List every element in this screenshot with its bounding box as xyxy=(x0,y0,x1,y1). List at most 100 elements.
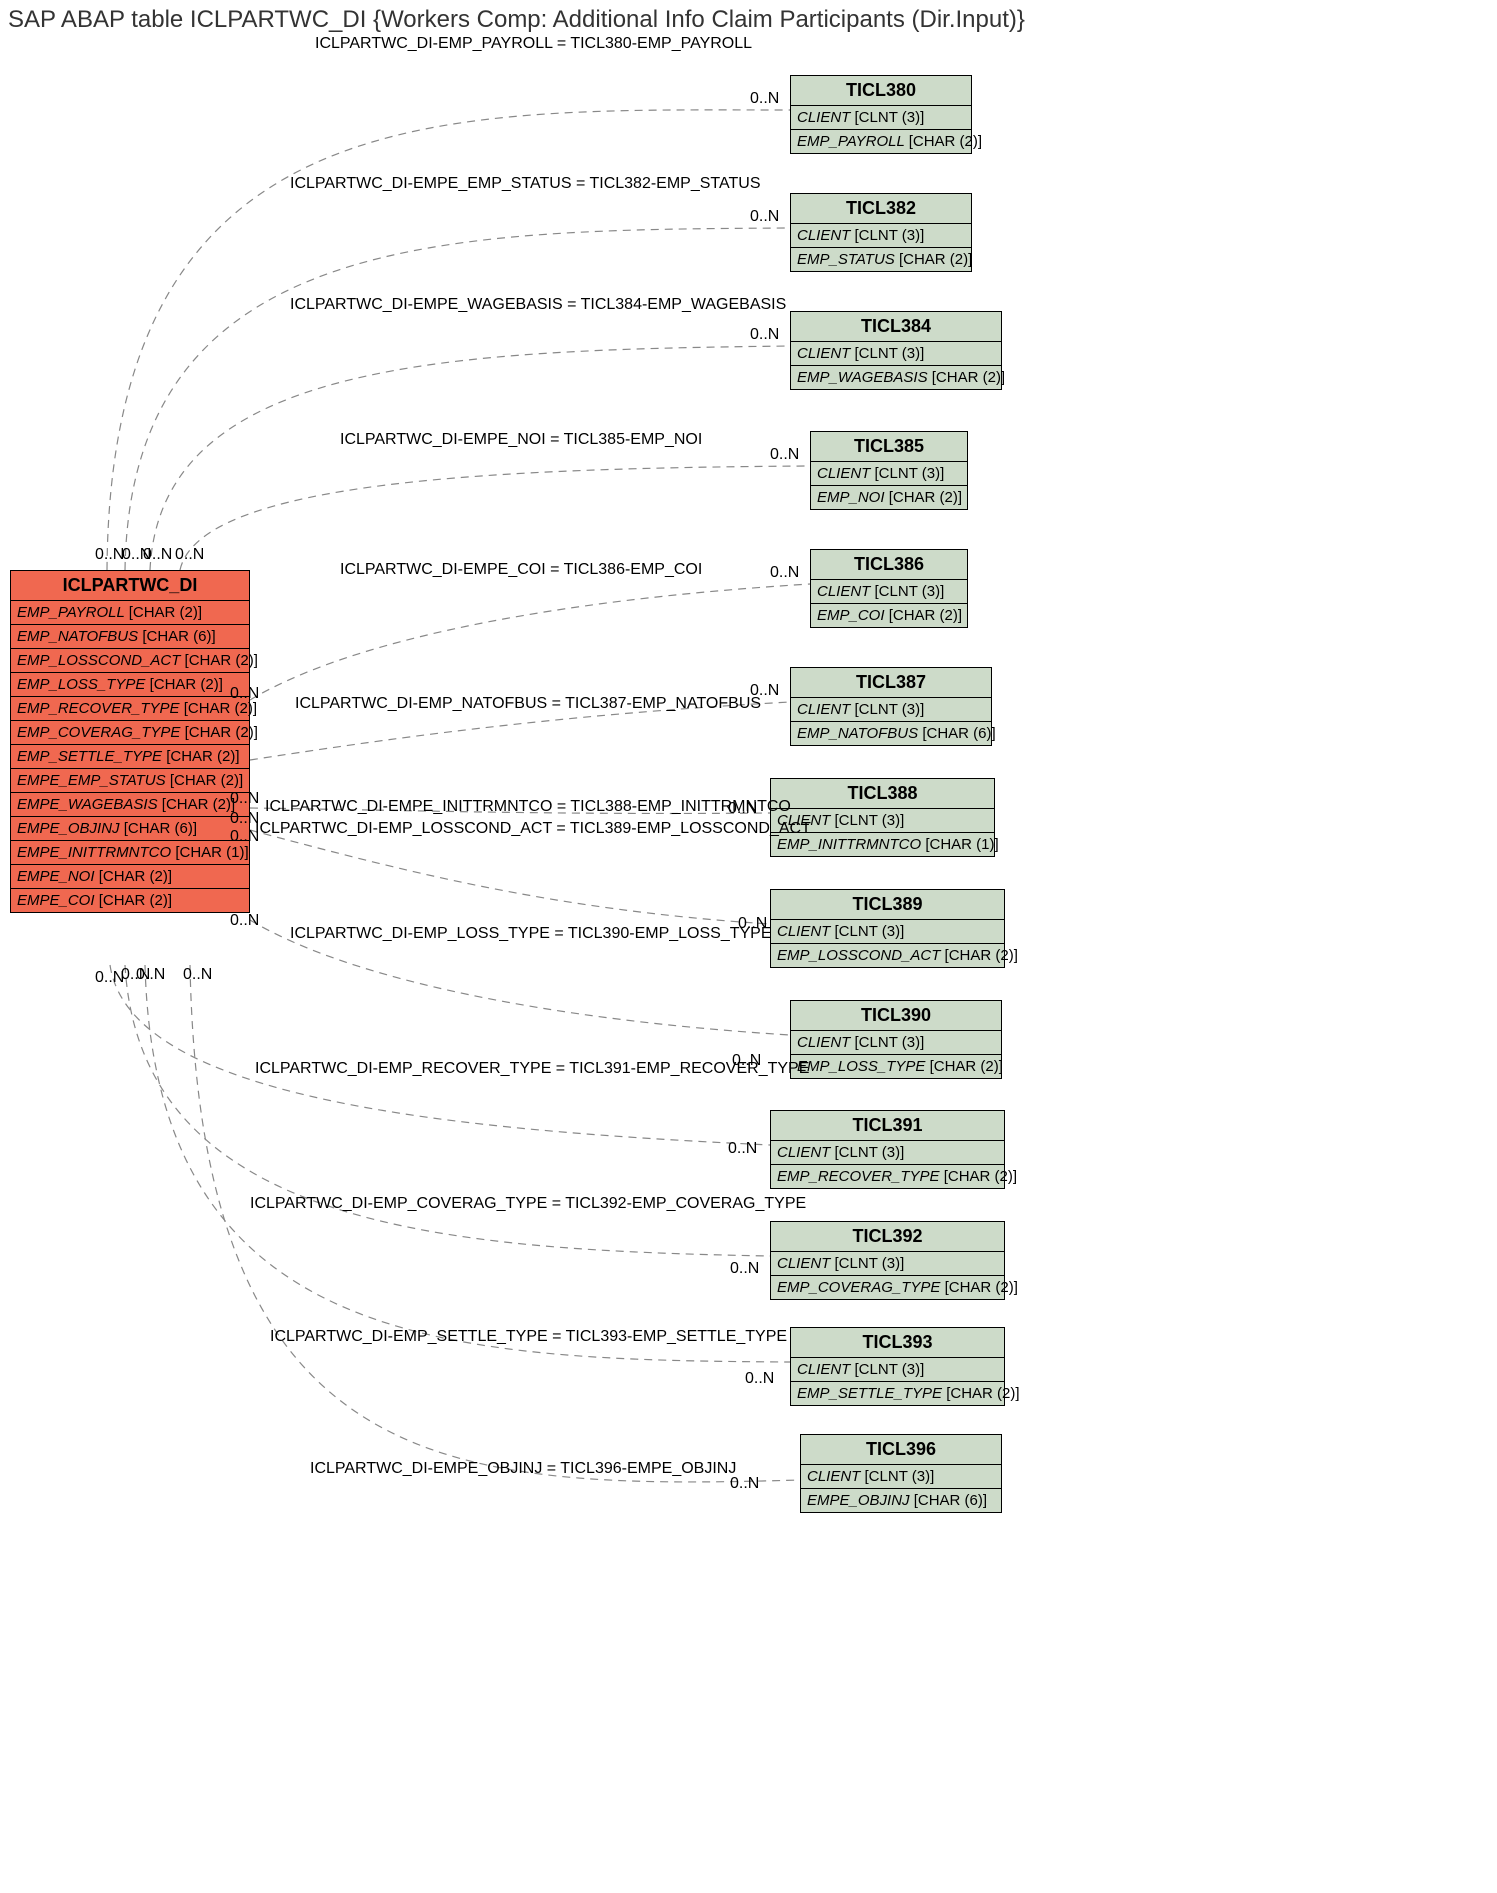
entity-field: EMP_RECOVER_TYPE [CHAR (2)] xyxy=(771,1165,1004,1188)
cardinality-label: 0..N xyxy=(183,966,212,984)
entity-header: TICL392 xyxy=(771,1222,1004,1252)
field-type: [CHAR (2)] xyxy=(946,1385,1019,1402)
entity-ticl396: TICL396CLIENT [CLNT (3)]EMPE_OBJINJ [CHA… xyxy=(800,1434,1002,1513)
field-name: EMP_SETTLE_TYPE xyxy=(797,1385,946,1402)
relationship-edge xyxy=(250,584,810,700)
cardinality-label: 0..N xyxy=(230,685,259,703)
field-type: [CLNT (3)] xyxy=(855,345,925,362)
field-type: [CLNT (3)] xyxy=(875,583,945,600)
field-name: EMPE_COI xyxy=(17,892,99,909)
field-type: [CLNT (3)] xyxy=(855,109,925,126)
entity-field: CLIENT [CLNT (3)] xyxy=(791,1031,1001,1055)
field-type: [CLNT (3)] xyxy=(835,1255,905,1272)
field-name: EMP_RECOVER_TYPE xyxy=(17,700,184,717)
entity-ticl385: TICL385CLIENT [CLNT (3)]EMP_NOI [CHAR (2… xyxy=(810,431,968,510)
field-type: [CLNT (3)] xyxy=(855,227,925,244)
field-type: [CHAR (6)] xyxy=(922,725,995,742)
field-name: EMP_NATOFBUS xyxy=(17,628,142,645)
entity-field: CLIENT [CLNT (3)] xyxy=(791,224,971,248)
entity-field: EMP_RECOVER_TYPE [CHAR (2)] xyxy=(11,697,249,721)
cardinality-label: 0..N xyxy=(230,810,259,828)
edges-layer xyxy=(0,0,1497,1893)
entity-field: CLIENT [CLNT (3)] xyxy=(771,1252,1004,1276)
entity-field: EMP_WAGEBASIS [CHAR (2)] xyxy=(791,366,1001,389)
entity-ticl387: TICL387CLIENT [CLNT (3)]EMP_NATOFBUS [CH… xyxy=(790,667,992,746)
field-name: CLIENT xyxy=(797,345,855,362)
edge-label: ICLPARTWC_DI-EMP_NATOFBUS = TICL387-EMP_… xyxy=(295,695,761,713)
field-name: EMP_PAYROLL xyxy=(17,604,129,621)
field-name: EMPE_WAGEBASIS xyxy=(17,796,162,813)
cardinality-label: 0..N xyxy=(175,546,204,564)
cardinality-label: 0..N xyxy=(750,90,779,108)
field-type: [CHAR (2)] xyxy=(150,676,223,693)
field-name: CLIENT xyxy=(777,1144,835,1161)
field-type: [CLNT (3)] xyxy=(835,923,905,940)
edge-label: ICLPARTWC_DI-EMP_LOSSCOND_ACT = TICL389-… xyxy=(255,820,811,838)
entity-ticl382: TICL382CLIENT [CLNT (3)]EMP_STATUS [CHAR… xyxy=(790,193,972,272)
edge-label: ICLPARTWC_DI-EMPE_NOI = TICL385-EMP_NOI xyxy=(340,431,702,449)
entity-field: EMP_PAYROLL [CHAR (2)] xyxy=(791,130,971,153)
field-name: EMPE_EMP_STATUS xyxy=(17,772,170,789)
cardinality-label: 0..N xyxy=(770,564,799,582)
field-name: EMP_STATUS xyxy=(797,251,899,268)
cardinality-label: 0..N xyxy=(136,966,165,984)
entity-field: EMP_NOI [CHAR (2)] xyxy=(811,486,967,509)
entity-field: CLIENT [CLNT (3)] xyxy=(791,342,1001,366)
edge-label: ICLPARTWC_DI-EMPE_EMP_STATUS = TICL382-E… xyxy=(290,175,760,193)
field-type: [CHAR (1)] xyxy=(175,844,248,861)
field-name: CLIENT xyxy=(797,1034,855,1051)
entity-field: EMP_COI [CHAR (2)] xyxy=(811,604,967,627)
entity-iclpartwc_di: ICLPARTWC_DIEMP_PAYROLL [CHAR (2)]EMP_NA… xyxy=(10,570,250,913)
entity-header: TICL391 xyxy=(771,1111,1004,1141)
entity-ticl393: TICL393CLIENT [CLNT (3)]EMP_SETTLE_TYPE … xyxy=(790,1327,1005,1406)
er-diagram-canvas: SAP ABAP table ICLPARTWC_DI {Workers Com… xyxy=(0,0,1497,1893)
entity-field: EMP_LOSSCOND_ACT [CHAR (2)] xyxy=(771,944,1004,967)
field-type: [CHAR (2)] xyxy=(99,892,172,909)
field-type: [CLNT (3)] xyxy=(855,1361,925,1378)
entity-field: CLIENT [CLNT (3)] xyxy=(791,106,971,130)
entity-field: CLIENT [CLNT (3)] xyxy=(791,698,991,722)
entity-field: EMP_PAYROLL [CHAR (2)] xyxy=(11,601,249,625)
entity-header: TICL380 xyxy=(791,76,971,106)
relationship-edge xyxy=(145,965,790,1362)
field-name: CLIENT xyxy=(817,583,875,600)
entity-ticl391: TICL391CLIENT [CLNT (3)]EMP_RECOVER_TYPE… xyxy=(770,1110,1005,1189)
entity-ticl384: TICL384CLIENT [CLNT (3)]EMP_WAGEBASIS [C… xyxy=(790,311,1002,390)
field-type: [CHAR (2)] xyxy=(909,133,982,150)
entity-field: EMPE_EMP_STATUS [CHAR (2)] xyxy=(11,769,249,793)
entity-header: TICL396 xyxy=(801,1435,1001,1465)
field-type: [CLNT (3)] xyxy=(835,812,905,829)
cardinality-label: 0..N xyxy=(738,915,767,933)
entity-header: TICL387 xyxy=(791,668,991,698)
entity-ticl392: TICL392CLIENT [CLNT (3)]EMP_COVERAG_TYPE… xyxy=(770,1221,1005,1300)
cardinality-label: 0..N xyxy=(750,326,779,344)
entity-field: CLIENT [CLNT (3)] xyxy=(771,1141,1004,1165)
entity-field: EMP_NATOFBUS [CHAR (6)] xyxy=(791,722,991,745)
edge-label: ICLPARTWC_DI-EMP_LOSS_TYPE = TICL390-EMP… xyxy=(290,925,772,943)
cardinality-label: 0..N xyxy=(745,1370,774,1388)
entity-header: TICL389 xyxy=(771,890,1004,920)
field-type: [CHAR (2)] xyxy=(185,724,258,741)
entity-field: EMP_COVERAG_TYPE [CHAR (2)] xyxy=(11,721,249,745)
entity-field: CLIENT [CLNT (3)] xyxy=(811,580,967,604)
field-type: [CHAR (2)] xyxy=(185,652,258,669)
field-type: [CLNT (3)] xyxy=(855,701,925,718)
entity-field: EMP_LOSS_TYPE [CHAR (2)] xyxy=(11,673,249,697)
entity-field: EMP_SETTLE_TYPE [CHAR (2)] xyxy=(11,745,249,769)
field-type: [CLNT (3)] xyxy=(855,1034,925,1051)
entity-field: EMP_COVERAG_TYPE [CHAR (2)] xyxy=(771,1276,1004,1299)
field-name: EMPE_OBJINJ xyxy=(807,1492,914,1509)
entity-field: EMPE_OBJINJ [CHAR (6)] xyxy=(11,817,249,841)
cardinality-label: 0..N xyxy=(230,790,259,808)
field-type: [CHAR (6)] xyxy=(142,628,215,645)
field-name: CLIENT xyxy=(797,701,855,718)
field-name: EMP_RECOVER_TYPE xyxy=(777,1168,944,1185)
field-name: EMPE_OBJINJ xyxy=(17,820,124,837)
field-type: [CHAR (2)] xyxy=(166,748,239,765)
entity-field: EMP_LOSSCOND_ACT [CHAR (2)] xyxy=(11,649,249,673)
field-type: [CHAR (2)] xyxy=(944,1168,1017,1185)
relationship-edge xyxy=(150,346,790,570)
cardinality-label: 0..N xyxy=(95,546,124,564)
cardinality-label: 0..N xyxy=(732,1052,761,1070)
entity-field: EMPE_OBJINJ [CHAR (6)] xyxy=(801,1489,1001,1512)
